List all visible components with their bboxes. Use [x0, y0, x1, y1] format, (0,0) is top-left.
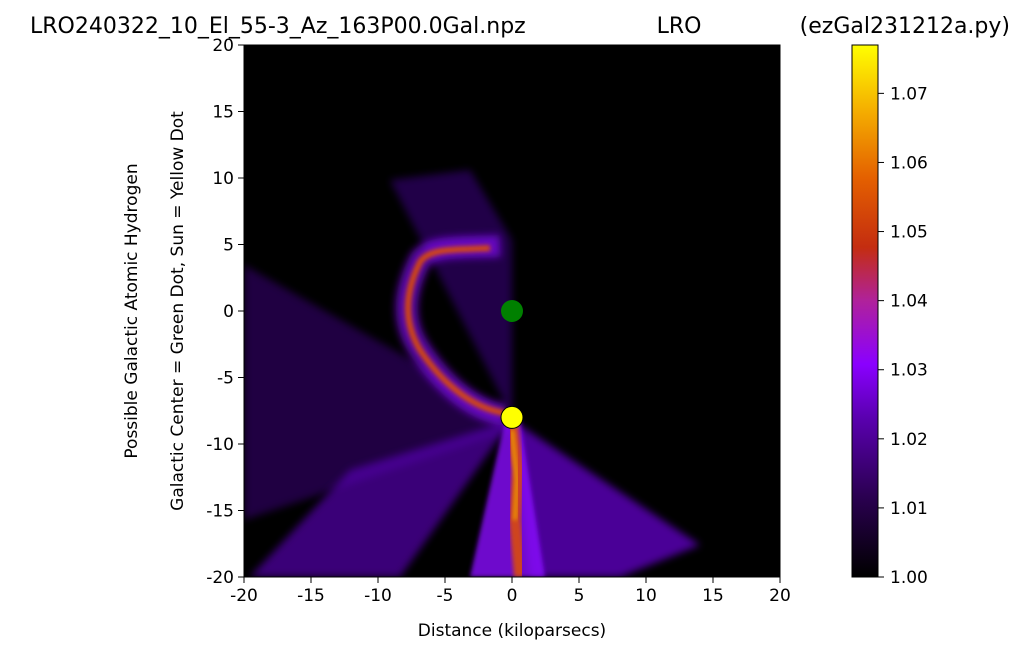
- x-tick-label: -20: [230, 586, 258, 606]
- y-tick-label: -15: [206, 502, 234, 522]
- title-left: LRO240322_10_El_55-3_Az_163P00.0Gal.npz: [30, 14, 526, 39]
- x-axis: -20 -15 -10 -5 0 5 10 15 20: [230, 577, 791, 606]
- emission-fan-lower-right: [512, 420, 700, 577]
- x-tick-label: 20: [769, 586, 791, 606]
- emission-fan-left: [244, 265, 512, 520]
- colorbar-tick-label: 1.00: [890, 568, 928, 588]
- emission-band-lower-bright: [510, 429, 520, 521]
- hydrogen-emission-map: [244, 170, 700, 577]
- y-axis-label-line1: Possible Galactic Atomic Hydrogen: [122, 163, 142, 458]
- x-tick-label: 0: [507, 586, 518, 606]
- y-tick-label: -10: [206, 435, 234, 455]
- emission-fan-lower-left: [250, 420, 512, 577]
- colorbar-gradient: [851, 44, 879, 578]
- colorbar-tick-label: 1.07: [890, 84, 928, 104]
- y-tick-label: 0: [223, 302, 234, 322]
- title-right: (ezGal231212a.py): [800, 14, 1010, 39]
- x-axis-label: Distance (kiloparsecs): [418, 621, 606, 641]
- y-tick-label: 20: [212, 36, 234, 56]
- colorbar-tick-label: 1.04: [890, 292, 928, 312]
- plot-area: [243, 44, 781, 578]
- colorbar-tick-label: 1.01: [890, 499, 928, 519]
- y-tick-label: 10: [212, 169, 234, 189]
- spiral-arm-core: [405, 245, 506, 416]
- colorbar: 1.00 1.01 1.02 1.03 1.04 1.05 1.06 1.07: [851, 44, 928, 588]
- y-tick-label: 5: [223, 236, 234, 256]
- colorbar-tick-label: 1.06: [890, 153, 928, 173]
- x-tick-label: 15: [702, 586, 724, 606]
- title-center: LRO: [657, 14, 702, 39]
- x-tick-label: 10: [635, 586, 657, 606]
- y-tick-label: -5: [217, 369, 234, 389]
- colorbar-tick-label: 1.03: [890, 361, 928, 381]
- x-tick-label: -10: [364, 586, 392, 606]
- emission-fan-upper: [390, 170, 512, 417]
- y-axis: -20 -15 -10 -5 0 5 10 15 20: [206, 36, 244, 588]
- x-tick-label: -15: [297, 586, 325, 606]
- colorbar-tick-label: 1.05: [890, 223, 928, 243]
- y-tick-label: -20: [206, 568, 234, 588]
- x-tick-label: 5: [574, 586, 585, 606]
- x-tick-label: -5: [437, 586, 454, 606]
- sun-marker: [500, 405, 524, 429]
- colorbar-tick-label: 1.02: [890, 430, 928, 450]
- emission-wedge-bottom: [470, 420, 545, 577]
- y-tick-label: 15: [212, 103, 234, 123]
- y-axis-label-line2: Galactic Center = Green Dot, Sun = Yello…: [168, 111, 188, 511]
- galactic-center-marker: [501, 300, 523, 322]
